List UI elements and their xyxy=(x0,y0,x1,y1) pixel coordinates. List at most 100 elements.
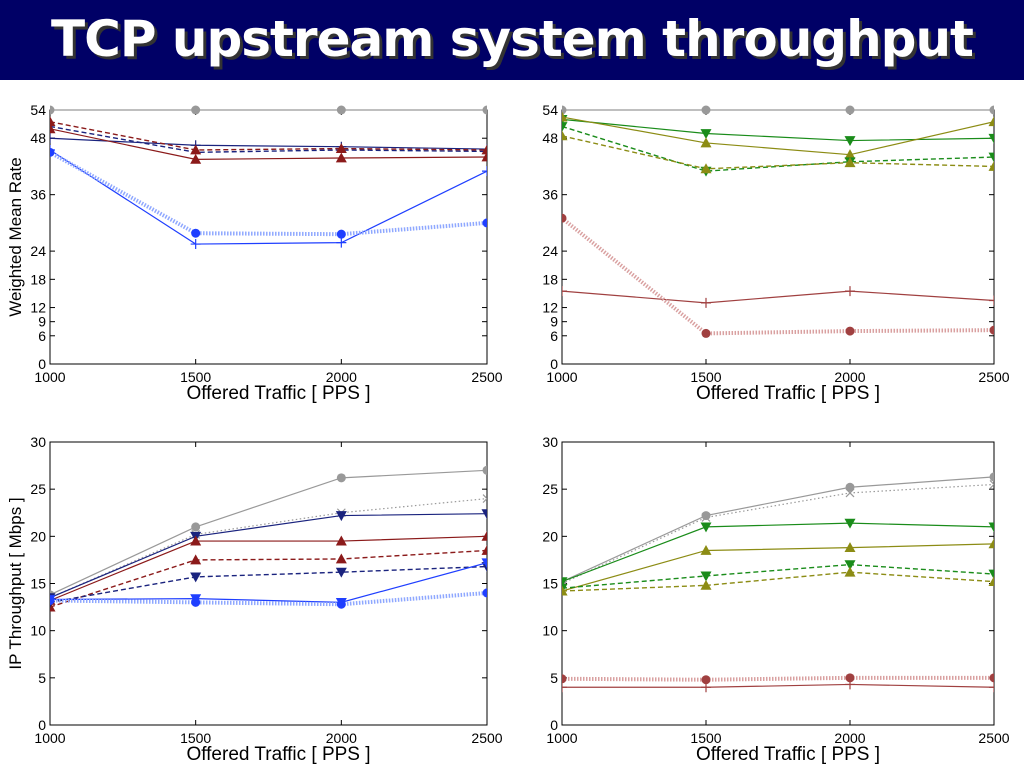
series-line xyxy=(50,535,487,602)
data-point xyxy=(336,237,347,248)
series-line xyxy=(50,469,487,596)
y-tick-label: 30 xyxy=(542,434,558,450)
data-point xyxy=(845,326,855,336)
x-tick-label: 2500 xyxy=(978,369,1009,385)
y-tick-label: 12 xyxy=(542,300,558,316)
data-point xyxy=(190,239,201,250)
data-point xyxy=(844,157,856,168)
y-tick-label: 10 xyxy=(542,623,558,639)
x-tick-label: 1500 xyxy=(690,369,721,385)
series-line xyxy=(562,116,994,156)
data-point xyxy=(482,105,487,115)
data-point xyxy=(482,166,487,177)
series-line xyxy=(50,137,487,150)
data-point xyxy=(700,571,712,582)
y-tick-label: 9 xyxy=(38,314,46,330)
series-line xyxy=(50,128,487,160)
series-line xyxy=(562,543,994,592)
data-point xyxy=(845,488,855,498)
data-point xyxy=(335,553,347,564)
data-point xyxy=(191,228,201,238)
data-point xyxy=(336,229,346,239)
y-tick-label: 25 xyxy=(542,481,558,497)
data-point xyxy=(844,149,856,160)
plot-frame xyxy=(49,441,488,726)
data-point xyxy=(988,116,994,127)
data-point xyxy=(844,560,856,571)
series-line xyxy=(562,675,994,682)
data-point xyxy=(844,542,856,553)
data-point xyxy=(562,105,567,115)
series-line xyxy=(562,290,994,304)
data-point xyxy=(701,513,711,522)
data-point xyxy=(845,679,855,690)
data-point xyxy=(562,286,567,297)
x-tick-label: 2000 xyxy=(326,730,357,746)
data-point xyxy=(50,147,55,157)
data-point xyxy=(988,160,994,171)
x-tick-label: 1000 xyxy=(546,369,577,385)
data-point xyxy=(845,286,855,297)
series-line xyxy=(562,216,994,336)
data-point xyxy=(700,137,712,148)
data-point xyxy=(701,328,711,338)
y-tick-label: 18 xyxy=(542,271,558,287)
data-point xyxy=(700,163,712,174)
series-line xyxy=(50,150,487,237)
data-point xyxy=(191,105,201,115)
y-tick-label: 5 xyxy=(38,670,46,686)
series-line xyxy=(562,135,994,170)
y-tick-label: 0 xyxy=(550,356,558,372)
y-tick-label: 20 xyxy=(30,528,46,544)
data-point xyxy=(562,122,568,132)
data-point xyxy=(845,105,855,115)
y-tick-label: 0 xyxy=(550,717,558,733)
plot-frame xyxy=(561,109,995,365)
x-axis-label: Offered Traffic [ PPS ] xyxy=(696,383,880,404)
x-tick-label: 2500 xyxy=(471,369,502,385)
y-tick-label: 54 xyxy=(542,102,558,118)
y-tick-label: 36 xyxy=(542,187,558,203)
y-tick-label: 12 xyxy=(30,300,46,316)
data-point xyxy=(336,105,346,115)
charts-area: 0 6 9 12 18 24 36 48 54 1000 1500 2000 2500 Offered T… xyxy=(0,80,1024,768)
series-line xyxy=(562,571,994,592)
y-tick-label: 20 xyxy=(542,528,558,544)
series-group xyxy=(50,465,487,612)
slide-title: TCP upstream system throughput xyxy=(51,10,974,68)
data-point xyxy=(191,597,201,607)
data-point xyxy=(335,511,347,522)
data-point xyxy=(700,579,712,590)
y-tick-label: 5 xyxy=(550,670,558,686)
series-line xyxy=(562,483,994,585)
data-point xyxy=(50,105,55,115)
data-point xyxy=(701,297,711,308)
data-point xyxy=(701,105,711,115)
data-point xyxy=(481,558,487,569)
data-point xyxy=(845,673,855,683)
y-tick-label: 54 xyxy=(30,102,46,118)
data-point xyxy=(50,116,56,127)
data-point xyxy=(482,588,487,598)
x-tick-label: 1000 xyxy=(34,369,65,385)
series-line xyxy=(50,513,487,599)
data-point xyxy=(50,595,55,605)
series-line xyxy=(562,563,994,589)
data-point xyxy=(482,494,487,504)
x-tick-label: 2000 xyxy=(834,369,865,385)
x-axis-label: Offered Traffic [ PPS ] xyxy=(186,383,370,404)
y-tick-label: 48 xyxy=(542,130,558,146)
series-line xyxy=(50,498,487,599)
data-point xyxy=(562,674,567,684)
series-group xyxy=(50,105,487,250)
x-tick-label: 2000 xyxy=(834,730,865,746)
data-point xyxy=(989,295,994,306)
y-tick-label: 10 xyxy=(30,623,46,639)
chart-bottom-left: 0 5 10 15 20 25 30 1000 1500 2000 2500 Offered Traf… xyxy=(6,434,503,765)
series-line xyxy=(562,118,994,142)
data-point xyxy=(989,682,994,693)
x-tick-label: 1500 xyxy=(690,730,721,746)
y-tick-label: 6 xyxy=(550,328,558,344)
